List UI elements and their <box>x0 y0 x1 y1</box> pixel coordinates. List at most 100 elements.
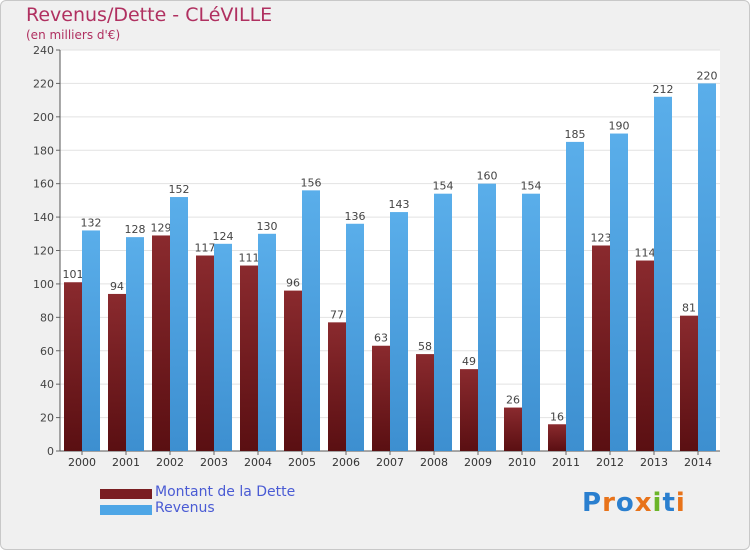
bar-debt <box>636 260 654 451</box>
data-label-revenue: 156 <box>301 176 322 189</box>
chart-subtitle: (en milliers d'€) <box>26 28 121 42</box>
logo-letter: t <box>662 488 676 518</box>
bar-revenue <box>434 193 452 452</box>
x-tick-label: 2000 <box>68 456 96 469</box>
y-tick-label: 100 <box>33 278 54 291</box>
bar-debt <box>64 282 82 451</box>
data-label-revenue: 185 <box>565 128 586 141</box>
data-label-revenue: 152 <box>169 183 190 196</box>
x-tick-label: 2004 <box>244 456 272 469</box>
logo-letter: i <box>675 488 686 518</box>
bar-debt <box>284 290 302 451</box>
data-label-debt: 16 <box>550 410 564 423</box>
bar-debt <box>504 407 522 451</box>
bar-revenue <box>126 237 144 451</box>
data-label-debt: 81 <box>682 302 696 315</box>
x-tick-label: 2014 <box>684 456 712 469</box>
data-label-revenue: 220 <box>697 69 718 82</box>
data-label-revenue: 136 <box>345 210 366 223</box>
bar-revenue <box>566 141 584 452</box>
bar-revenue <box>214 243 232 451</box>
y-tick-label: 80 <box>40 311 54 324</box>
data-label-debt: 26 <box>506 394 520 407</box>
x-tick-label: 2012 <box>596 456 624 469</box>
bar-debt <box>108 293 126 451</box>
x-tick-label: 2007 <box>376 456 404 469</box>
logo-letter: o <box>615 488 635 518</box>
x-tick-label: 2005 <box>288 456 316 469</box>
y-tick-label: 120 <box>33 245 54 258</box>
x-tick-label: 2009 <box>464 456 492 469</box>
bar-revenue <box>698 83 716 452</box>
data-label-debt: 117 <box>195 242 216 255</box>
logo-letter: i <box>652 488 663 518</box>
data-label-revenue: 154 <box>521 180 542 193</box>
logo-letter: x <box>634 488 653 518</box>
bar-revenue <box>346 223 364 451</box>
bar-debt <box>152 235 170 451</box>
bar-revenue <box>522 193 540 452</box>
data-label-revenue: 160 <box>477 170 498 183</box>
bar-debt <box>416 354 434 451</box>
data-label-debt: 96 <box>286 277 300 290</box>
x-tick-label: 2013 <box>640 456 668 469</box>
data-label-debt: 49 <box>462 355 476 368</box>
data-label-debt: 94 <box>110 280 124 293</box>
data-label-debt: 58 <box>418 340 432 353</box>
y-tick-label: 40 <box>40 378 54 391</box>
data-label-debt: 123 <box>591 231 612 244</box>
data-label-revenue: 130 <box>257 220 278 233</box>
data-label-revenue: 132 <box>81 216 102 229</box>
bar-revenue <box>82 230 100 451</box>
y-tick-label: 140 <box>33 211 54 224</box>
y-tick-label: 60 <box>40 345 54 358</box>
data-label-debt: 114 <box>635 247 656 260</box>
legend-label-debt: Montant de la Dette <box>155 484 296 500</box>
x-tick-label: 2010 <box>508 456 536 469</box>
bar-debt <box>680 315 698 451</box>
legend-label-revenue: Revenus <box>155 500 215 516</box>
x-tick-label: 2001 <box>112 456 140 469</box>
y-tick-label: 160 <box>33 178 54 191</box>
legend-swatch-revenue <box>100 505 152 515</box>
data-label-revenue: 190 <box>609 120 630 133</box>
logo-letter: r <box>602 488 616 518</box>
bar-revenue <box>390 212 408 451</box>
bar-debt <box>592 245 610 451</box>
x-tick-label: 2002 <box>156 456 184 469</box>
data-label-debt: 111 <box>239 252 260 265</box>
proxiti-logo: Proxiti <box>582 488 686 518</box>
x-tick-label: 2006 <box>332 456 360 469</box>
y-tick-label: 220 <box>33 77 54 90</box>
bar-debt <box>372 345 390 451</box>
x-tick-label: 2003 <box>200 456 228 469</box>
y-tick-label: 180 <box>33 144 54 157</box>
legend-swatch-debt <box>100 489 152 499</box>
x-tick-label: 2008 <box>420 456 448 469</box>
data-label-debt: 77 <box>330 308 344 321</box>
bar-debt <box>548 424 566 451</box>
data-label-revenue: 212 <box>653 83 674 96</box>
data-label-debt: 63 <box>374 332 388 345</box>
y-tick-label: 240 <box>33 44 54 57</box>
y-tick-label: 0 <box>47 445 54 458</box>
data-label-debt: 129 <box>151 221 172 234</box>
data-label-revenue: 128 <box>125 223 146 236</box>
chart-title: Revenus/Dette - CLéVILLE <box>26 4 273 26</box>
bar-revenue <box>258 233 276 451</box>
bar-revenue <box>302 190 320 451</box>
bar-debt <box>196 255 214 451</box>
bar-debt <box>240 265 258 451</box>
logo-letter: P <box>582 488 603 518</box>
bar-revenue <box>170 197 188 451</box>
data-label-revenue: 124 <box>213 230 234 243</box>
bar-revenue <box>478 183 496 451</box>
bar-debt <box>328 322 346 451</box>
bar-debt <box>460 369 478 451</box>
bar-revenue <box>610 133 628 451</box>
data-label-revenue: 143 <box>389 198 410 211</box>
data-label-debt: 101 <box>63 268 84 281</box>
y-tick-label: 20 <box>40 412 54 425</box>
data-label-revenue: 154 <box>433 180 454 193</box>
